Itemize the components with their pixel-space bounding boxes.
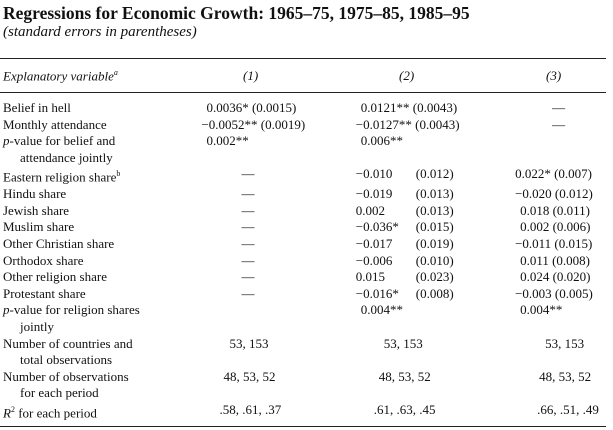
top-rule [0,58,606,59]
table-row: Hindu share — −0.019 (0.013) −0.020 (0.01… [0,186,606,203]
cell-col1: 0.002** [206,133,249,149]
row-label: Belief in hell [3,100,71,115]
header-variable: Explanatory variablea [3,68,118,84]
table-row: p-value for belief and attendance jointly… [0,133,606,166]
table-row: Eastern religion shareb — −0.010 (0.012) … [0,166,606,186]
table-row: Protestant share — −0.016* (0.008) −0.003… [0,286,606,303]
cell-col1: — [241,186,255,202]
cell-col1: 48, 53, 52 [223,368,276,384]
cell-col3: 0.022* (0.007) [515,166,592,182]
row-label: Orthodox share [3,252,84,268]
cell-col3: 48, 53, 52 [539,368,592,384]
cell-col2: −0.017 (0.019) [355,236,454,252]
bottom-rule [0,426,606,427]
cell-col3: 0.004** [520,302,563,318]
cell-col2: 0.0121** (0.0043) [360,100,458,115]
cell-col3: 0.024 (0.020) [520,269,591,285]
cell-col1: — [241,236,255,252]
cell-col2: 0.015 (0.023) [355,269,454,285]
cell-col1: −0.0052** (0.0019) [201,116,306,132]
cell-col1: — [241,219,255,235]
table-row: R2 for each period .58, .61, .37 .61, .6… [0,402,606,422]
row-label: p-value for religion shares jointly [3,302,140,335]
row-label: R2 for each period [3,405,97,421]
cell-col2: 0.004** [360,302,404,318]
header-rule [0,92,606,93]
row-label: Number of observations for each period [3,368,129,401]
cell-col2: 0.006** [360,133,404,149]
row-label: Monthly attendance [3,116,107,132]
table-row: Number of countries and total observation… [0,336,606,369]
cell-col3: 0.002 (0.006) [520,219,591,235]
cell-col1: — [241,285,255,301]
cell-col3: −0.020 (0.012) [515,186,593,202]
cell-col1: 53, 153 [229,335,269,351]
cell-col1: — [241,166,255,182]
cell-col2: −0.010 (0.012) [355,166,454,182]
cell-col2: 0.002 (0.013) [355,202,454,218]
row-label: Number of countries and total observation… [3,335,133,368]
cell-col3: 53, 153 [545,335,585,351]
row-label: Eastern religion shareb [3,169,121,185]
table-subtitle: (standard errors in parentheses) [3,24,197,40]
row-label: Other Christian share [3,236,115,252]
cell-col3: 0.018 (0.011) [520,202,590,218]
row-label: p-value for belief and attendance jointly [3,133,116,165]
cell-col3: — [552,100,566,115]
cell-col3: — [552,116,566,132]
table-row: Muslim share — −0.036* (0.015) 0.002 (0.0… [0,219,606,236]
row-label: Muslim share [3,219,75,235]
cell-col1: 0.0036* (0.0015) [206,100,297,115]
row-label: Hindu share [3,186,67,202]
cell-col1: .58, .61, .37 [219,402,282,418]
table-row: Belief in hell 0.0036* (0.0015) 0.0121**… [0,100,606,117]
regression-table: Belief in hell 0.0036* (0.0015) 0.0121**… [0,100,606,422]
table-row: Number of observations for each period 48… [0,369,606,402]
row-label: Protestant share [3,285,86,301]
cell-col2: −0.036* (0.015) [355,219,454,235]
cell-col3: −0.003 (0.005) [515,285,593,301]
cell-col2: −0.019 (0.013) [355,186,454,202]
header-col-2: (2) [399,68,415,83]
cell-col1: — [241,252,255,268]
header-col-1: (1) [243,68,259,83]
cell-col2: −0.0127** (0.0043) [355,116,460,132]
cell-col3: −0.011 (0.015) [515,236,593,252]
row-label: Other religion share [3,269,107,285]
cell-col2: 48, 53, 52 [378,368,431,384]
table-row: Other religion share — 0.015 (0.023) 0.02… [0,269,606,286]
table-row: Orthodox share — −0.006 (0.010) 0.011 (0.… [0,253,606,270]
table-title: Regressions for Economic Growth: 1965–75… [3,3,470,23]
table-row: Jewish share — 0.002 (0.013) 0.018 (0.011… [0,203,606,220]
cell-col2: .61, .63, .45 [373,402,436,418]
header-col-3: (3) [546,68,562,83]
cell-col3: .66, .51, .49 [537,402,599,418]
cell-col2: −0.006 (0.010) [355,252,454,268]
table-row: Monthly attendance −0.0052** (0.0019) −0… [0,117,606,134]
cell-col1: — [241,269,255,285]
cell-col2: −0.016* (0.008) [355,285,454,301]
cell-col2: 53, 153 [383,335,423,351]
cell-col3: 0.011 (0.008) [520,252,590,268]
row-label: Jewish share [3,202,70,218]
table-row: p-value for religion shares jointly 0.004… [0,302,606,335]
cell-col1: — [241,202,255,218]
table-row: Other Christian share — −0.017 (0.019) −0… [0,236,606,253]
